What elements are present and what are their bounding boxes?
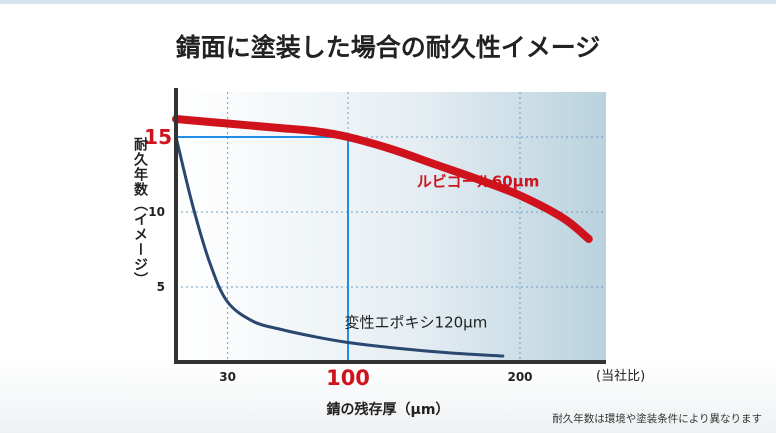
series-label-2: 変性エポキシ120μm (345, 314, 488, 332)
y-tick-label: 5 (157, 280, 165, 294)
x-axis-label: 錆の残存厚（μm） (327, 401, 450, 418)
series-line-2 (174, 135, 505, 358)
x-axis-unit: (当社比) (596, 368, 645, 384)
y-tick-label-highlight: 15 (144, 125, 172, 149)
y-axis-label: 耐久年数（イメージ） (132, 136, 149, 287)
bottom-gradient (0, 360, 776, 433)
x-tick-label: 30 (219, 370, 236, 384)
axes: 30 100 200 5 10 15 (144, 88, 606, 390)
y-tick-label: 10 (148, 205, 165, 219)
chart-title: 錆面に塗装した場合の耐久性イメージ (176, 33, 601, 62)
top-accent-bar (0, 0, 776, 4)
series-label-1: ルビゴール60μm (417, 173, 540, 191)
series-line-1 (172, 115, 593, 243)
series-group: ルビゴール60μm 変性エポキシ120μm (172, 115, 593, 358)
highlight-lines (176, 136, 349, 362)
x-tick-label: 200 (507, 370, 532, 384)
labels: 錆面に塗装した場合の耐久性イメージ 耐久年数（イメージ） 錆の残存厚（μm） (… (132, 33, 762, 425)
x-tick-label-highlight: 100 (326, 366, 370, 390)
footnote: 耐久年数は環境や塗装条件により異なります (552, 412, 762, 425)
